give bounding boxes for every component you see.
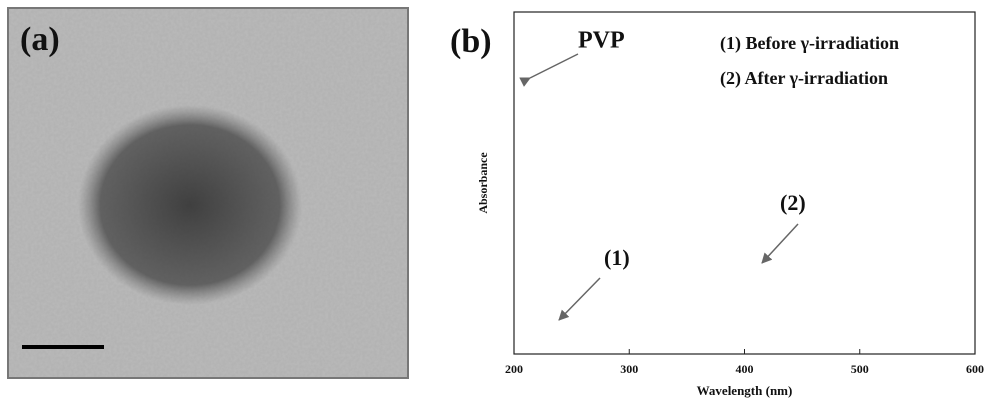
annotation: (1) (604, 245, 630, 270)
spectrum-chart (519, 53, 799, 321)
panel-label: (b) (450, 23, 492, 60)
legend-entry: (1) Before γ-irradiation (720, 33, 899, 54)
arrow (558, 277, 601, 321)
x-axis-label: Wavelength (nm) (697, 383, 793, 398)
x-tick-label: 400 (736, 362, 754, 376)
annotation: (2) (780, 190, 806, 215)
annotation: PVP (578, 28, 625, 54)
arrow (519, 53, 579, 87)
x-tick-label: 300 (620, 362, 638, 376)
x-tick-label: 200 (505, 362, 523, 376)
panel-label: (a) (20, 21, 60, 58)
arrow (761, 223, 799, 264)
x-tick-label: 600 (966, 362, 984, 376)
plot-frame (513, 11, 976, 355)
tem-image (7, 7, 409, 379)
x-tick-label: 500 (851, 362, 869, 376)
y-axis-label: Absorbance (476, 152, 490, 214)
legend-entry: (2) After γ-irradiation (720, 68, 888, 89)
